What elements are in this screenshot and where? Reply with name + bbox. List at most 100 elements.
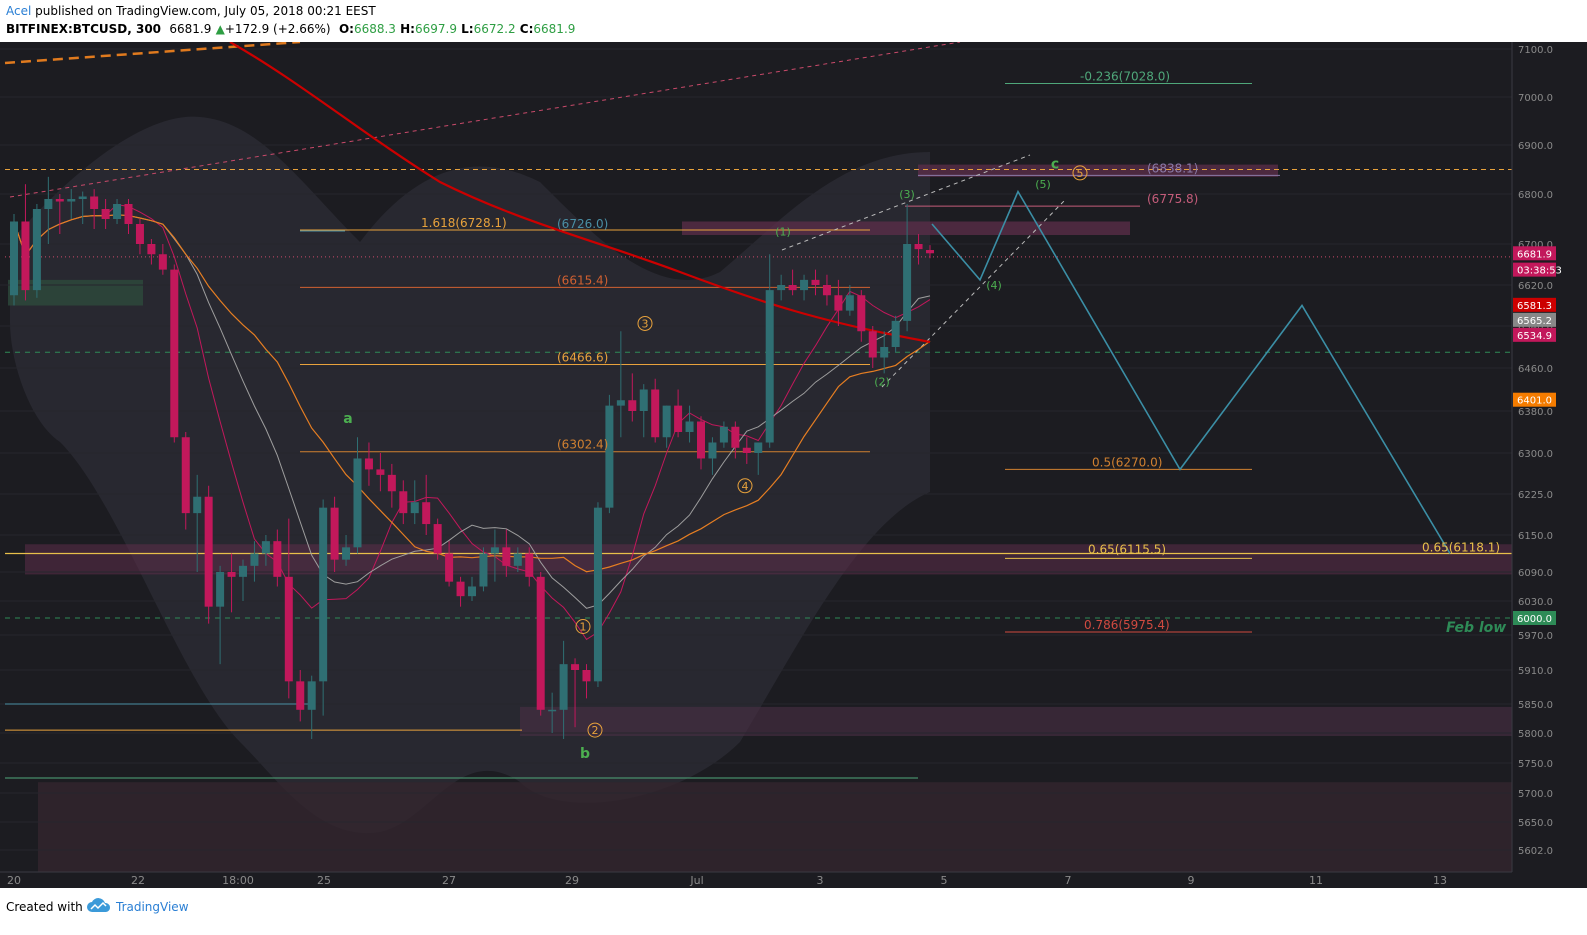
author-link[interactable]: Acel xyxy=(6,4,32,18)
orange-dashed-trendline xyxy=(4,42,301,65)
candle xyxy=(788,285,797,291)
candle xyxy=(422,502,431,525)
wave-label: (4) xyxy=(986,279,1002,292)
price-label: 6565.2 xyxy=(1517,316,1552,327)
price-tick-label: 6900.0 xyxy=(1518,141,1553,152)
support-zone-6115 xyxy=(25,544,1512,575)
time-tick-label: 18:00 xyxy=(222,874,254,887)
candle xyxy=(708,442,717,459)
symbol-name[interactable]: BITFINEX:BTCUSD, 300 xyxy=(6,22,162,36)
time-tick-label: 29 xyxy=(565,874,579,887)
close-value: 6681.9 xyxy=(533,22,576,36)
candle xyxy=(445,553,454,582)
fib-label: 0.5(6270.0) xyxy=(1092,455,1162,469)
fib-label: 0.65(6118.1) xyxy=(1422,541,1500,555)
price-chart[interactable]: -0.236(7028.0) (6838.1) (6775.8) 1.618(6728… xyxy=(0,42,1587,888)
candle xyxy=(719,426,728,443)
candle xyxy=(353,458,362,548)
wave-label: 1 xyxy=(580,621,587,634)
candle xyxy=(903,244,912,321)
fib-label: (6466.6) xyxy=(557,351,608,365)
tradingview-link[interactable]: TradingView xyxy=(116,900,189,914)
volatility-envelope xyxy=(10,116,930,834)
candle xyxy=(342,547,351,560)
time-tick-label: 9 xyxy=(1188,874,1195,887)
price-tick-label: 5602.0 xyxy=(1518,846,1553,857)
chart-header: Acel published on TradingView.com, July … xyxy=(0,0,1587,42)
candle xyxy=(250,553,259,566)
up-arrow-icon: ▲ xyxy=(215,22,225,36)
resistance-zone-top xyxy=(918,164,1278,177)
time-axis[interactable]: 20 22 18:00 25 27 29 Jul 3 5 7 9 11 13 xyxy=(0,871,1512,888)
candle xyxy=(765,290,774,443)
price-tick-label: 6225.0 xyxy=(1518,490,1553,501)
price-tick-label: 6620.0 xyxy=(1518,281,1553,292)
cloud-logo-icon xyxy=(87,898,111,912)
candle xyxy=(216,572,225,607)
candle xyxy=(10,221,18,296)
low-label: L: xyxy=(461,22,474,36)
price-label-box xyxy=(1513,246,1556,261)
price-label-box xyxy=(1513,262,1556,277)
candle xyxy=(571,664,580,670)
candle xyxy=(880,347,889,358)
candle xyxy=(319,507,328,682)
candle xyxy=(834,295,843,311)
fib-label: (6726.0) xyxy=(557,217,608,231)
red-dashed-trendline xyxy=(9,42,961,198)
candle xyxy=(742,447,751,453)
candle xyxy=(193,496,202,514)
price-label: 6000.0 xyxy=(1517,614,1552,625)
candle xyxy=(44,199,53,209)
candle xyxy=(777,285,786,291)
candle xyxy=(376,469,385,475)
price-tick-label: 5750.0 xyxy=(1518,759,1553,770)
candle xyxy=(582,670,591,682)
fib-label: (6615.4) xyxy=(557,273,608,287)
candle xyxy=(90,196,99,209)
candle xyxy=(387,474,396,492)
candle xyxy=(754,442,763,453)
candle xyxy=(21,221,30,291)
publish-info: published on TradingView.com, July 05, 2… xyxy=(35,4,376,18)
price-label: 6534.9 xyxy=(1517,331,1552,342)
candle xyxy=(811,279,820,285)
wave-label: c xyxy=(1051,157,1059,173)
candle xyxy=(296,681,305,710)
wave-label: b xyxy=(580,746,590,762)
candle xyxy=(456,581,465,597)
candles-layer xyxy=(10,176,934,739)
candle xyxy=(147,244,156,255)
wave-label: 3 xyxy=(642,317,649,330)
candle xyxy=(628,400,637,411)
fib-label: 1.618(6728.1) xyxy=(421,216,507,230)
candle xyxy=(822,285,831,296)
candle xyxy=(101,209,110,219)
wave-label: 2 xyxy=(592,724,599,737)
price-tick-label: 5970.0 xyxy=(1518,631,1553,642)
candle xyxy=(261,541,270,554)
price-tick-label: 6540.0 xyxy=(1518,322,1553,333)
last-price: 6681.9 xyxy=(169,22,212,36)
open-label: O: xyxy=(338,22,354,36)
price-label: 6401.0 xyxy=(1517,396,1552,407)
price-tick-label: 5650.0 xyxy=(1518,818,1553,829)
price-axis[interactable]: 7100.0 7000.0 6900.0 6800.0 6700.0 6620.0 6540… xyxy=(1511,42,1587,888)
candle xyxy=(135,224,144,244)
price-tick-label: 5850.0 xyxy=(1518,700,1553,711)
candle xyxy=(32,209,41,291)
price-change: +172.9 (+2.66%) xyxy=(224,22,331,36)
candle xyxy=(697,421,705,459)
candle xyxy=(170,269,179,438)
price-tick-label: 5700.0 xyxy=(1518,789,1553,800)
price-label-box xyxy=(1513,312,1556,327)
wave-circle xyxy=(575,619,591,634)
moving-averages xyxy=(13,42,931,641)
price-label-box xyxy=(1513,392,1556,407)
close-label: C: xyxy=(519,22,534,36)
fib-label: (6775.8) xyxy=(1147,192,1198,206)
candle xyxy=(479,553,488,587)
candle xyxy=(605,405,614,508)
time-tick-label: 3 xyxy=(817,874,824,887)
time-tick-label: 13 xyxy=(1433,874,1447,887)
